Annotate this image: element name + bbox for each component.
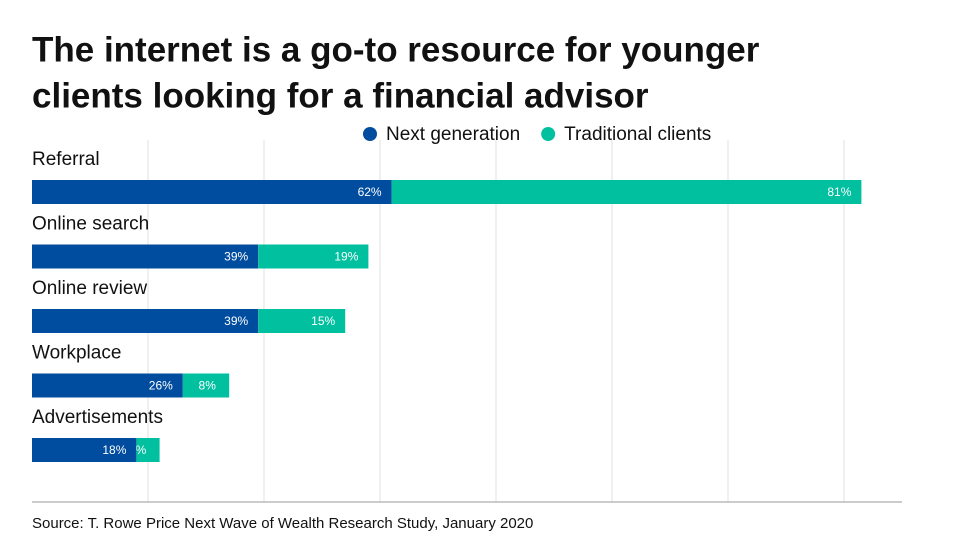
category-label: Advertisements — [32, 407, 163, 428]
value-label: 26% — [149, 379, 173, 393]
bar-segment — [32, 438, 137, 462]
chart-title-line: clients looking for a financial advisor — [32, 76, 649, 115]
value-label: 8% — [199, 379, 217, 393]
value-label: 4% — [129, 443, 147, 457]
bar-segment — [136, 438, 160, 462]
value-label: 39% — [224, 250, 248, 264]
legend-label: Traditional clients — [564, 124, 711, 145]
legend-marker — [363, 127, 377, 141]
bar-segment — [182, 373, 230, 398]
legend-marker — [541, 127, 556, 141]
value-label: 81% — [827, 185, 851, 199]
category-label: Referral — [32, 149, 100, 170]
source: Source: T. Rowe Price Next Wave of Wealt… — [32, 515, 533, 532]
bar-segment — [391, 180, 862, 204]
bar-segment — [258, 309, 346, 333]
category-label: Online search — [32, 214, 149, 235]
legend-label: Next generation — [386, 124, 520, 145]
category-label: Online review — [32, 278, 147, 299]
chart-title: The internet is a go-to resource for you… — [32, 30, 760, 69]
bar-segment — [32, 309, 259, 333]
bar-segment — [32, 180, 392, 204]
bar-segment — [32, 244, 259, 269]
value-label: 19% — [334, 250, 358, 264]
category-label: Workplace — [32, 343, 121, 364]
value-label: 39% — [224, 314, 248, 328]
value-label: 15% — [311, 314, 335, 328]
bar-segment — [32, 373, 183, 398]
value-label: 62% — [358, 185, 382, 199]
bar-segment — [258, 244, 369, 269]
value-label: 18% — [102, 443, 126, 457]
